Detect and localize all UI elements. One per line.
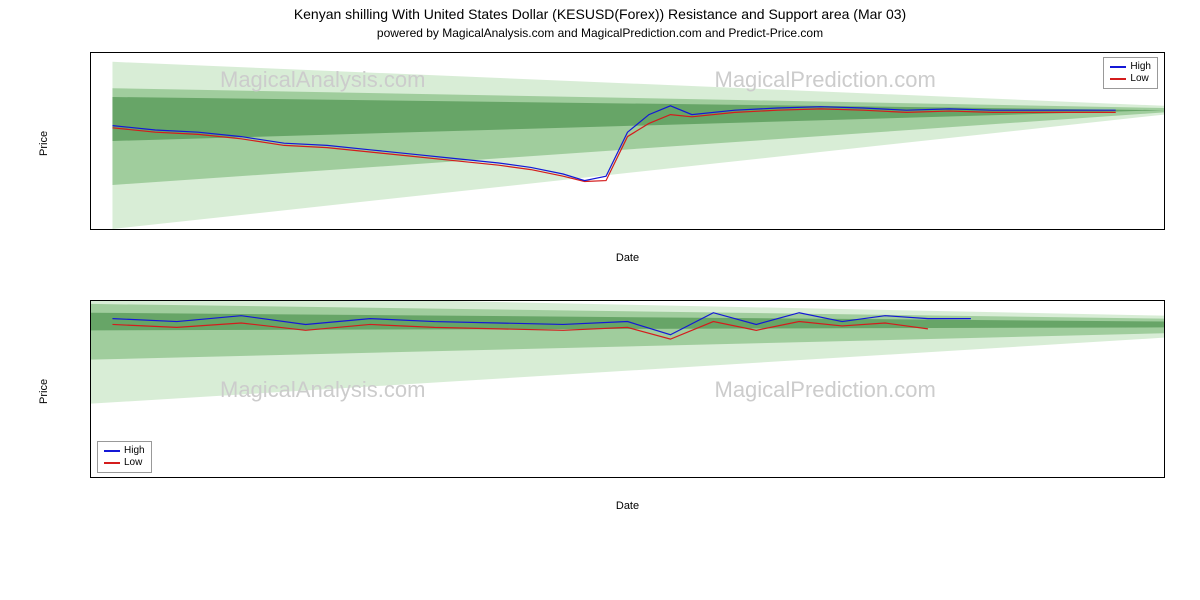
xtick-label: 2025-01 bbox=[943, 229, 980, 230]
xtick-label: 2024-12-15 bbox=[259, 477, 310, 478]
legend-low-row: Low bbox=[104, 457, 145, 469]
legend-high-row: High bbox=[104, 445, 145, 457]
legend-bottom: High Low bbox=[97, 441, 152, 473]
xtick-label: 2025-04 bbox=[1072, 229, 1109, 230]
xtick-label: 2025-01-15 bbox=[528, 477, 579, 478]
legend-high-swatch bbox=[1110, 66, 1126, 68]
legend-top: High Low bbox=[1103, 57, 1158, 89]
xtick-label: 2023-10 bbox=[298, 229, 335, 230]
xtick-label: 2024-12-01 bbox=[130, 477, 181, 478]
xtick-label: 2025-01-01 bbox=[399, 477, 450, 478]
xtick-label: 2025-02-01 bbox=[667, 477, 718, 478]
xtick-label: 2024-04 bbox=[556, 229, 593, 230]
chart-bottom: High Low 0.00680.00700.00720.00740.00760… bbox=[90, 300, 1165, 478]
legend-high-label: High bbox=[124, 445, 145, 457]
legend-low-label: Low bbox=[1130, 73, 1148, 85]
chart-title: Kenyan shilling With United States Dolla… bbox=[0, 0, 1200, 22]
xtick-label: 2024-01 bbox=[427, 229, 464, 230]
chart-top-ylabel: Price bbox=[38, 131, 50, 156]
legend-high-row: High bbox=[1110, 61, 1151, 73]
legend-low-swatch bbox=[104, 462, 120, 464]
xtick-label: 2025-03-01 bbox=[936, 477, 987, 478]
xtick-label: 2023-07 bbox=[169, 229, 206, 230]
legend-low-label: Low bbox=[124, 457, 142, 469]
xtick-label: 2025-02-15 bbox=[796, 477, 847, 478]
chart-bottom-ylabel: Price bbox=[38, 379, 50, 404]
ytick-label: 0.005 bbox=[90, 226, 91, 231]
legend-high-swatch bbox=[104, 450, 120, 452]
chart-bottom-svg bbox=[91, 301, 1164, 477]
chart-top: High Low 0.0050.0060.0070.0080.0092023-0… bbox=[90, 52, 1165, 230]
chart-top-xlabel: Date bbox=[616, 252, 639, 264]
xtick-label: 2024-07 bbox=[685, 229, 722, 230]
chart-bottom-xlabel: Date bbox=[616, 500, 639, 512]
legend-low-swatch bbox=[1110, 78, 1126, 80]
chart-top-svg bbox=[91, 53, 1164, 229]
legend-high-label: High bbox=[1130, 61, 1151, 73]
xtick-label: 2024-10 bbox=[814, 229, 851, 230]
chart-subtitle: powered by MagicalAnalysis.com and Magic… bbox=[0, 22, 1200, 46]
legend-low-row: Low bbox=[1110, 73, 1151, 85]
xtick-label: 2025-03-15 bbox=[1065, 477, 1116, 478]
